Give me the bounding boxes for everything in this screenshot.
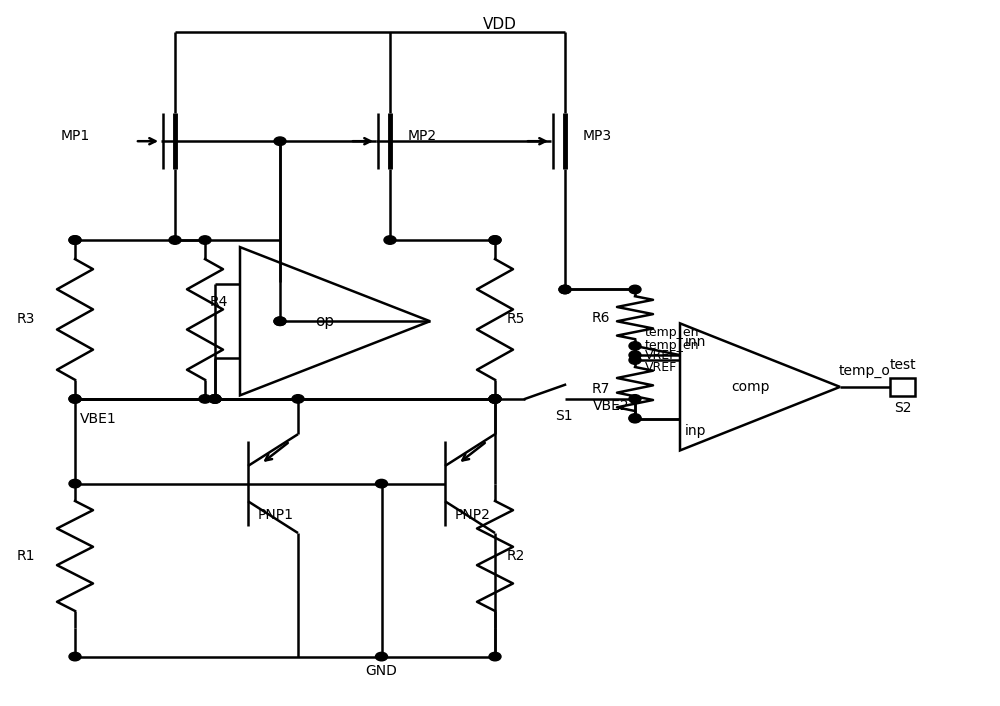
Text: MP2: MP2 bbox=[408, 128, 437, 143]
Text: R5: R5 bbox=[507, 313, 525, 326]
Circle shape bbox=[209, 395, 221, 403]
Circle shape bbox=[69, 652, 81, 661]
Text: VREF: VREF bbox=[645, 361, 677, 374]
Text: op: op bbox=[315, 313, 335, 329]
Text: inn: inn bbox=[685, 335, 706, 349]
Text: S1: S1 bbox=[555, 409, 573, 424]
Circle shape bbox=[199, 395, 211, 403]
Text: VBE1: VBE1 bbox=[80, 412, 117, 426]
Circle shape bbox=[629, 351, 641, 359]
Text: R4: R4 bbox=[210, 295, 228, 309]
Circle shape bbox=[384, 236, 396, 244]
Text: comp: comp bbox=[731, 380, 769, 394]
Text: temp_en: temp_en bbox=[645, 326, 700, 339]
Text: R3: R3 bbox=[17, 313, 35, 326]
Circle shape bbox=[489, 395, 501, 403]
Text: PNP1: PNP1 bbox=[258, 508, 294, 522]
Text: R7: R7 bbox=[592, 382, 610, 396]
Circle shape bbox=[274, 317, 286, 325]
Circle shape bbox=[274, 317, 286, 325]
Circle shape bbox=[69, 479, 81, 488]
Circle shape bbox=[69, 236, 81, 244]
Circle shape bbox=[629, 285, 641, 294]
Text: temp_en: temp_en bbox=[645, 339, 700, 352]
Circle shape bbox=[69, 236, 81, 244]
Circle shape bbox=[489, 395, 501, 403]
Text: test: test bbox=[889, 359, 916, 372]
Circle shape bbox=[274, 137, 286, 145]
Circle shape bbox=[489, 236, 501, 244]
Circle shape bbox=[209, 395, 221, 403]
Text: GND: GND bbox=[366, 664, 397, 678]
Circle shape bbox=[629, 414, 641, 423]
Text: VBE2: VBE2 bbox=[593, 399, 630, 413]
Text: R1: R1 bbox=[16, 549, 35, 563]
Text: MP3: MP3 bbox=[583, 128, 612, 143]
Circle shape bbox=[559, 285, 571, 294]
Circle shape bbox=[629, 395, 641, 403]
Text: VDD: VDD bbox=[483, 17, 517, 32]
Text: inp: inp bbox=[685, 424, 706, 438]
Circle shape bbox=[69, 395, 81, 403]
Text: VREF: VREF bbox=[645, 349, 677, 362]
Circle shape bbox=[169, 236, 181, 244]
Circle shape bbox=[209, 395, 221, 403]
Text: R6: R6 bbox=[592, 311, 610, 325]
Bar bbox=[890, 378, 915, 395]
Circle shape bbox=[559, 285, 571, 294]
Circle shape bbox=[489, 236, 501, 244]
Text: temp_o: temp_o bbox=[839, 364, 891, 378]
Circle shape bbox=[629, 342, 641, 350]
Text: PNP2: PNP2 bbox=[455, 508, 491, 522]
Circle shape bbox=[629, 356, 641, 364]
Text: S2: S2 bbox=[894, 401, 911, 415]
Text: MP1: MP1 bbox=[61, 128, 90, 143]
Circle shape bbox=[629, 414, 641, 422]
Circle shape bbox=[489, 652, 501, 661]
Circle shape bbox=[376, 479, 388, 488]
Circle shape bbox=[489, 395, 501, 403]
Circle shape bbox=[376, 652, 388, 661]
Circle shape bbox=[489, 395, 501, 403]
Circle shape bbox=[199, 236, 211, 244]
Circle shape bbox=[69, 395, 81, 403]
Circle shape bbox=[292, 395, 304, 403]
Text: R2: R2 bbox=[507, 549, 525, 563]
